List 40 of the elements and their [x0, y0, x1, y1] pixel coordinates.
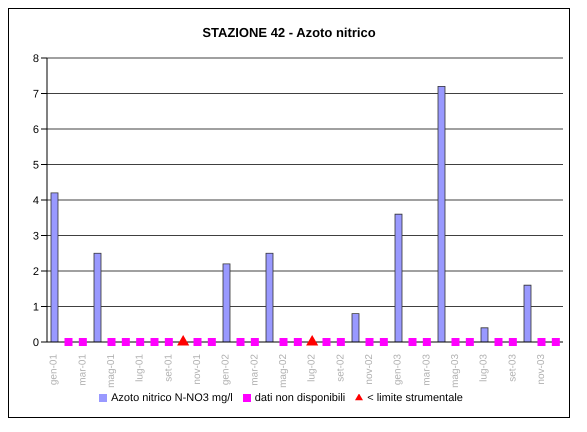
bar — [222, 264, 230, 342]
y-tick-label: 6 — [32, 124, 39, 136]
x-tick-label: mar-01 — [77, 354, 88, 386]
x-tick-label: lug-01 — [134, 354, 146, 382]
x-tick-label: gen-01 — [48, 354, 60, 386]
bar — [266, 252, 274, 342]
x-tick-label: gen-02 — [220, 354, 232, 386]
x-tick-label: lug-03 — [478, 354, 490, 382]
x-tick-label: mag-03 — [450, 354, 461, 388]
x-tick-label: set-02 — [335, 354, 346, 382]
bar — [438, 86, 446, 342]
x-tick-label: mag-01 — [106, 354, 117, 388]
y-tick-label: 7 — [32, 88, 39, 100]
chart-title: STAZIONE 42 - Azoto nitrico — [201, 25, 377, 40]
legend-label: dati non disponibili — [254, 392, 346, 404]
x-tick-label: nov-01 — [192, 354, 203, 385]
x-tick-label: gen-03 — [392, 354, 404, 386]
bar — [394, 214, 402, 342]
y-tick-label: 3 — [32, 230, 39, 242]
x-tick-label: nov-03 — [536, 354, 547, 385]
x-tick-label: set-01 — [163, 354, 174, 382]
bar — [352, 313, 360, 342]
bar — [524, 284, 532, 342]
legend-label: Azoto nitrico N-NO3 mg/l — [111, 392, 233, 404]
x-tick-label: lug-02 — [306, 354, 318, 382]
x-tick-label: set-03 — [507, 354, 518, 382]
bar — [50, 192, 58, 342]
x-tick-label: mar-03 — [421, 354, 432, 386]
x-tick-label: mar-02 — [249, 354, 260, 386]
y-tick-label: 0 — [32, 336, 39, 349]
legend-label: < limite strumentale — [367, 392, 463, 404]
x-tick-label: nov-02 — [364, 354, 375, 385]
bar — [94, 252, 102, 342]
y-tick-label: 8 — [32, 52, 39, 65]
y-tick-label: 5 — [32, 159, 39, 172]
bar — [480, 327, 488, 342]
y-tick-label: 2 — [32, 266, 39, 278]
x-tick-label: mag-02 — [278, 354, 289, 388]
y-tick-label: 4 — [32, 194, 39, 207]
y-tick-label: 1 — [32, 301, 39, 314]
